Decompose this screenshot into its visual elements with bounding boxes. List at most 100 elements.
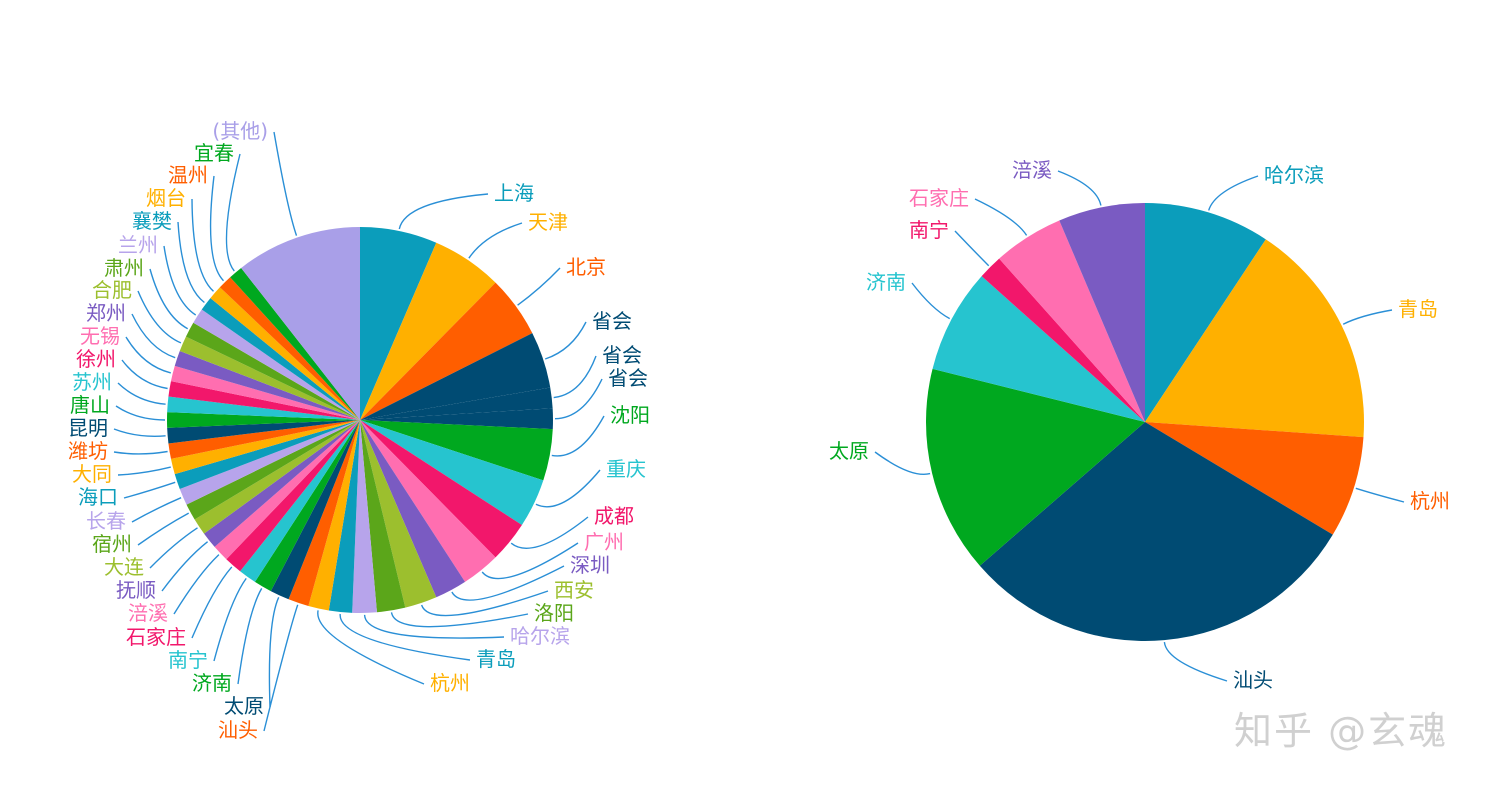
leader-line	[268, 597, 280, 708]
slice-label: 温州	[168, 163, 208, 187]
pie-slice	[186, 420, 360, 520]
slice-label: 汕头	[1233, 668, 1273, 692]
slice-label: 济南	[866, 270, 906, 294]
leader-line	[115, 405, 166, 421]
slice-label: 洛阳	[534, 601, 574, 625]
pie-slice	[360, 420, 553, 481]
slice-label: (其他)	[212, 119, 268, 143]
slice-label: 沈阳	[610, 403, 650, 427]
leader-line	[554, 378, 603, 420]
slice-label: 无锡	[80, 324, 120, 348]
leader-line	[911, 282, 951, 320]
leader-line	[191, 198, 214, 292]
slice-label: 省会	[592, 309, 632, 333]
slice-label: 广州	[584, 530, 624, 554]
pie-slice	[360, 408, 553, 430]
pie-slice	[308, 420, 360, 611]
pie-slice	[360, 282, 533, 420]
pie-slice	[204, 420, 360, 547]
leader-line	[535, 469, 601, 508]
leader-line	[163, 245, 197, 316]
leader-line	[1208, 175, 1259, 211]
pie-slice	[240, 420, 360, 582]
pie-slice	[193, 309, 360, 420]
pie-slice	[168, 381, 360, 420]
pie-slice	[1145, 422, 1364, 535]
pie-slice	[925, 368, 1145, 566]
pie-slice	[219, 277, 360, 420]
pie-slice	[1145, 203, 1266, 422]
slice-label: 南宁	[909, 218, 949, 242]
slice-label: 哈尔滨	[510, 624, 570, 648]
pie-slice	[288, 420, 360, 606]
slice-label: 石家庄	[909, 186, 969, 210]
leader-line	[131, 497, 182, 523]
leader-line	[213, 577, 247, 662]
leader-line	[317, 610, 425, 685]
slice-label: 南宁	[168, 648, 208, 672]
pie-slice	[168, 420, 360, 459]
leader-line	[510, 516, 589, 549]
leader-line	[125, 336, 171, 374]
pie-slice	[167, 420, 360, 444]
slice-label: 成都	[594, 504, 634, 528]
pie-slice	[999, 220, 1145, 422]
leader-line	[209, 175, 225, 282]
slice-label: 大连	[104, 555, 144, 579]
leader-line	[117, 466, 171, 476]
leader-line	[553, 355, 597, 399]
pie-slice	[360, 420, 522, 558]
pie-slice	[360, 420, 437, 608]
pie-slice	[981, 258, 1145, 422]
pie-slice	[360, 420, 496, 582]
pie-slice	[254, 420, 360, 592]
slice-label: 兰州	[118, 233, 158, 257]
pie-slice	[179, 336, 360, 420]
slice-label: 济南	[192, 671, 232, 695]
leader-line	[273, 131, 298, 236]
slice-label: 苏州	[72, 370, 112, 394]
leader-line	[1342, 309, 1393, 325]
slice-label: 汕头	[218, 718, 258, 742]
slice-label: 青岛	[476, 647, 516, 671]
leader-line	[420, 590, 549, 617]
leader-line	[149, 268, 189, 330]
leader-line	[544, 321, 587, 360]
slice-label: 徐州	[76, 347, 116, 371]
slice-label: 宿州	[92, 532, 132, 556]
leader-line	[551, 415, 605, 457]
slice-label: 西安	[554, 578, 594, 602]
leader-line	[398, 193, 489, 230]
pie-slice	[979, 422, 1333, 641]
leader-line	[451, 565, 565, 601]
leader-line	[1057, 170, 1102, 206]
leader-line	[1163, 641, 1228, 682]
leader-line	[363, 614, 505, 639]
pie-slice	[167, 412, 360, 428]
leader-line	[191, 566, 233, 639]
leader-line	[113, 450, 168, 455]
pie-slice	[214, 420, 360, 560]
leader-line	[517, 267, 561, 306]
pie-slice	[360, 227, 437, 420]
slice-label: 长春	[86, 509, 126, 533]
leader-line	[468, 222, 523, 259]
leader-line	[481, 542, 579, 580]
pie-slice	[201, 298, 360, 420]
leader-line	[974, 198, 1028, 236]
leader-line	[954, 230, 990, 267]
watermark-text: 知乎 @玄魂	[1234, 709, 1449, 753]
pie-slice	[360, 420, 406, 613]
pie-slice	[1145, 239, 1365, 438]
pie-slice	[230, 267, 360, 420]
slice-label: 太原	[829, 439, 869, 463]
slice-label: 涪溪	[1012, 158, 1052, 182]
pie-slice	[360, 242, 496, 420]
slice-label: 宜春	[194, 141, 234, 165]
pie-slice	[932, 276, 1145, 422]
slice-label: 大同	[72, 462, 112, 486]
leader-line	[117, 382, 166, 405]
leader-line	[131, 313, 176, 359]
slice-label: 海口	[78, 485, 118, 509]
leader-line	[137, 512, 190, 546]
